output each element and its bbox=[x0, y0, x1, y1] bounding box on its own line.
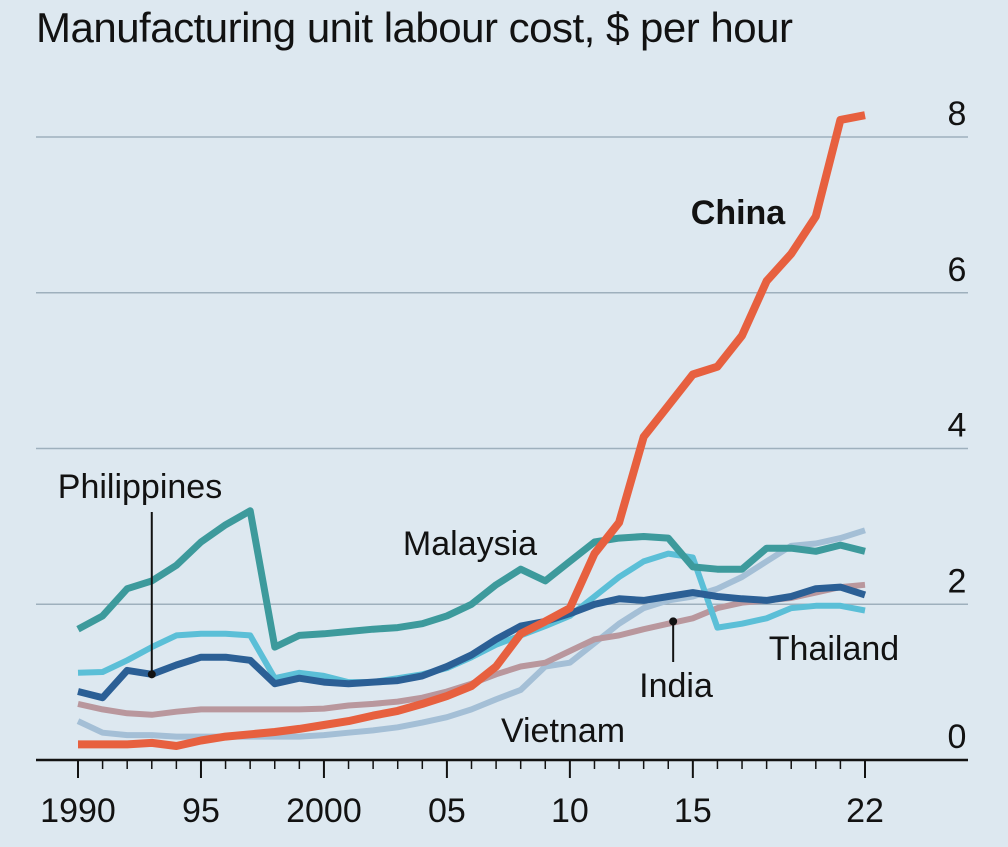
annotation-philippines: Philippines bbox=[58, 468, 222, 506]
series-line-china bbox=[78, 111, 866, 750]
y-tick-label-0: 0 bbox=[948, 718, 967, 756]
y-tick-label-6: 6 bbox=[948, 251, 967, 289]
x-tick-label-10: 10 bbox=[551, 792, 589, 830]
x-axis: 1990 95 2000 05 10 15 22 bbox=[36, 758, 968, 830]
leader-dot-india bbox=[669, 617, 678, 626]
y-tick-label-2: 2 bbox=[948, 562, 967, 600]
annotation-china: China bbox=[691, 194, 787, 232]
series-annotations: China Malaysia Philippines Thailand India Vie… bbox=[58, 194, 899, 750]
leader-dot-philippines bbox=[147, 670, 156, 679]
series-line-malaysia bbox=[76, 507, 866, 651]
y-tick-label-4: 4 bbox=[948, 407, 967, 445]
annotation-india: India bbox=[639, 667, 713, 705]
series-line-philippines bbox=[77, 583, 867, 702]
x-tick-label-1990: 1990 bbox=[40, 792, 116, 830]
annotation-thailand: Thailand bbox=[769, 630, 899, 668]
y-axis-tick-labels: 0 2 4 6 8 bbox=[948, 95, 967, 756]
x-tick-label-95: 95 bbox=[182, 792, 220, 830]
x-tick-label-22: 22 bbox=[846, 792, 884, 830]
chart-title: Manufacturing unit labour cost, $ per ho… bbox=[36, 4, 793, 51]
y-tick-label-8: 8 bbox=[948, 95, 967, 133]
annotation-malaysia: Malaysia bbox=[403, 525, 537, 563]
annotation-vietnam: Vietnam bbox=[501, 712, 625, 750]
x-tick-label-15: 15 bbox=[674, 792, 712, 830]
series-lines bbox=[76, 111, 867, 750]
x-tick-label-2000: 2000 bbox=[286, 792, 362, 830]
x-tick-label-05: 05 bbox=[428, 792, 466, 830]
